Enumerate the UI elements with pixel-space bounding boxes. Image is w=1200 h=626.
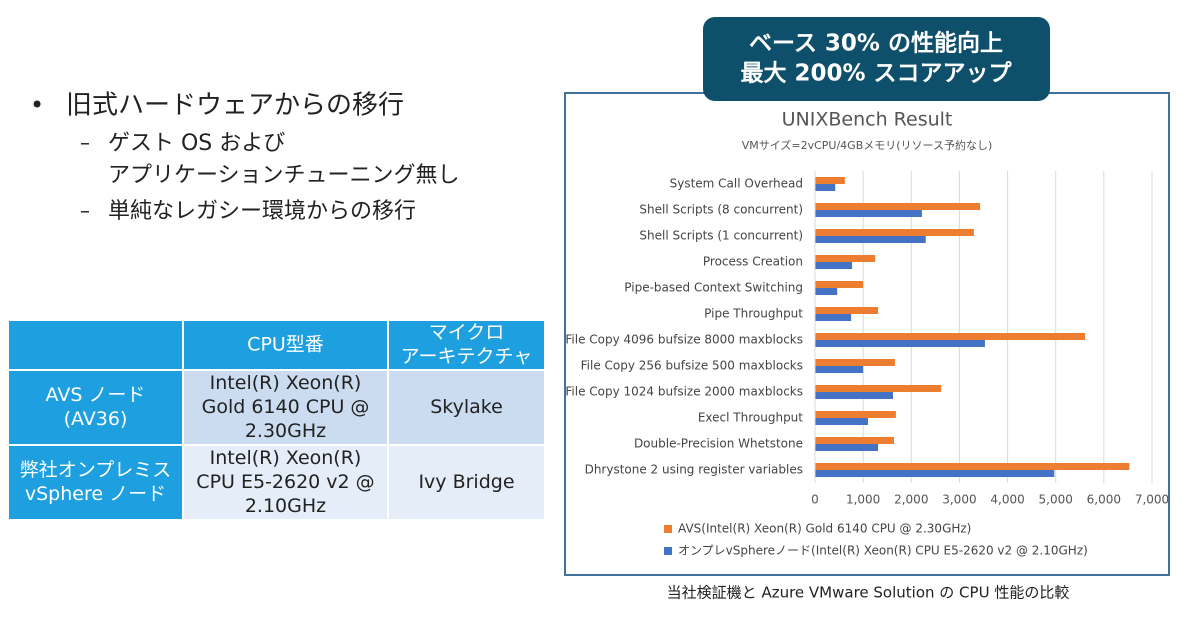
legend-swatch <box>664 547 672 555</box>
x-tick-label: 4,000 <box>990 493 1024 507</box>
sub-dash: – <box>80 199 90 223</box>
bar <box>815 229 974 236</box>
bar <box>815 203 981 210</box>
x-tick-label: 7,000 <box>1135 493 1169 507</box>
x-tick-label: 0 <box>811 493 819 507</box>
table-text: アーキテクチャ <box>401 346 533 368</box>
caption: 当社検証機と Azure VMware Solution の CPU 性能の比較 <box>667 584 1070 602</box>
y-tick-label: Pipe Throughput <box>704 307 803 321</box>
y-tick-label: System Call Overhead <box>670 177 803 191</box>
callout-text: 最大 200% スコアアップ <box>740 61 1012 87</box>
bar <box>815 340 985 347</box>
table-cell <box>182 369 389 446</box>
callout-text: ベース 30% の性能向上 <box>749 30 1003 57</box>
table-text: vSphere ノード <box>25 483 166 505</box>
callout-box <box>703 17 1050 101</box>
bar <box>815 177 845 184</box>
table-text: 2.10GHz <box>245 495 326 517</box>
y-tick-label: Pipe-based Context Switching <box>624 281 803 295</box>
sub-bullet-text: ゲスト OS および <box>108 131 285 156</box>
chart-title: UNIXBench Result <box>782 109 953 131</box>
bar <box>815 333 1086 340</box>
y-tick-label: File Copy 1024 bufsize 2000 maxblocks <box>565 385 803 399</box>
bar <box>815 411 896 418</box>
table-text: 弊社オンプレミス <box>20 459 171 481</box>
x-tick-label: 1,000 <box>846 493 880 507</box>
y-tick-label: Dhrystone 2 using register variables <box>585 463 803 477</box>
bar <box>815 255 876 262</box>
bar <box>815 437 894 444</box>
bar <box>815 385 942 392</box>
table-cell <box>7 319 184 371</box>
chart-subtitle: VMサイズ=2vCPU/4GBメモリ(リソース予約なし) <box>742 138 993 152</box>
y-tick-label: Shell Scripts (1 concurrent) <box>639 229 803 243</box>
bar <box>815 444 879 451</box>
bar <box>815 236 926 243</box>
table-text: Skylake <box>430 396 503 418</box>
bar <box>815 418 868 425</box>
table-text: Intel(R) Xeon(R) <box>210 447 362 469</box>
table-text: CPU型番 <box>247 334 324 356</box>
bar <box>815 210 922 217</box>
bar <box>815 359 895 366</box>
sub-bullet-text: 単純なレガシー環境からの移行 <box>108 199 416 224</box>
y-tick-label: File Copy 4096 bufsize 8000 maxblocks <box>565 333 803 347</box>
table-text: AVS ノード <box>46 384 146 406</box>
bar <box>815 392 893 399</box>
bullet-text: 旧式ハードウェアからの移行 <box>66 91 404 121</box>
legend-label: オンプレvSphereノード(Intel(R) Xeon(R) CPU E5-2… <box>678 544 1088 558</box>
table-cell <box>387 444 546 521</box>
sub-bullet-text: アプリケーションチューニング無し <box>108 163 460 188</box>
bar <box>815 463 1130 470</box>
y-tick-label: Double-Precision Whetstone <box>634 437 803 451</box>
table-text: マイクロ <box>429 322 505 344</box>
x-tick-label: 5,000 <box>1039 493 1073 507</box>
table-text: 2.30GHz <box>245 420 326 442</box>
bar <box>815 470 1055 477</box>
y-tick-label: Execl Throughput <box>698 411 803 425</box>
table-text: Intel(R) Xeon(R) <box>210 372 362 394</box>
bar <box>815 314 852 321</box>
x-tick-label: 2,000 <box>894 493 928 507</box>
table-cell <box>182 444 389 521</box>
table-text: Ivy Bridge <box>418 471 514 493</box>
x-tick-label: 3,000 <box>942 493 976 507</box>
y-tick-label: Process Creation <box>703 255 803 269</box>
table-text: Gold 6140 CPU @ <box>202 396 370 418</box>
legend-label: AVS(Intel(R) Xeon(R) Gold 6140 CPU @ 2.3… <box>678 522 971 536</box>
bar <box>815 184 836 191</box>
table-text: CPU E5-2620 v2 @ <box>196 471 374 493</box>
table-cell <box>387 369 546 446</box>
bar <box>815 281 864 288</box>
y-tick-label: Shell Scripts (8 concurrent) <box>639 203 803 217</box>
bar <box>815 307 879 314</box>
bar <box>815 366 864 373</box>
table-cell <box>7 444 184 521</box>
legend-swatch <box>664 525 672 533</box>
table-cell <box>387 319 546 371</box>
sub-dash: – <box>80 131 90 155</box>
bar <box>815 262 853 269</box>
bar <box>815 288 838 295</box>
bullet-dot: • <box>30 91 44 119</box>
table-text: (AV36) <box>64 408 128 430</box>
x-tick-label: 6,000 <box>1087 493 1121 507</box>
y-tick-label: File Copy 256 bufsize 500 maxblocks <box>581 359 803 373</box>
